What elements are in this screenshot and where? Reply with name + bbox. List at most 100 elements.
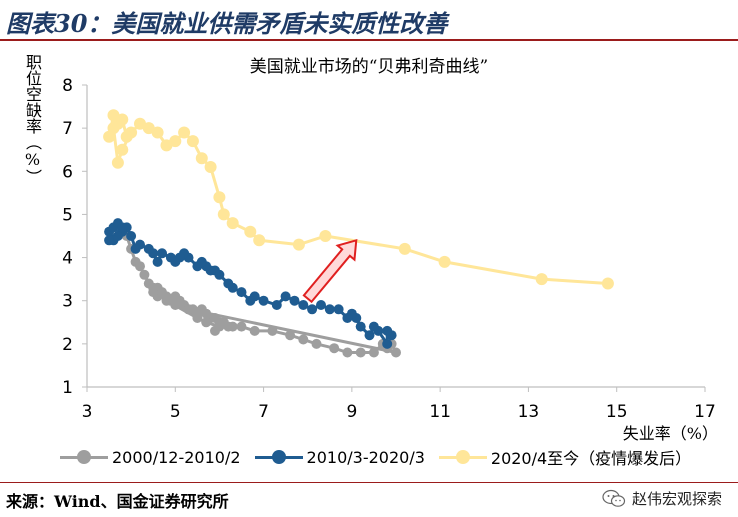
red-arrow	[302, 238, 358, 304]
data-point	[117, 222, 128, 233]
legend-item-series-1: 2000/12-2010/2	[60, 448, 241, 467]
data-point	[355, 347, 366, 358]
chart-series	[103, 109, 614, 358]
y-tick-label: 7	[62, 119, 73, 139]
page-title: 图表30：美国就业供需矛盾未实质性改善	[6, 9, 448, 38]
data-point	[398, 242, 411, 255]
data-point	[438, 255, 451, 268]
data-point	[319, 230, 332, 242]
legend-label-series-2: 2010/3-2020/3	[306, 447, 425, 467]
data-point	[535, 273, 548, 286]
footer-divider	[0, 482, 738, 483]
wechat-icon	[602, 489, 626, 507]
x-tick-label: 3	[82, 402, 93, 422]
chart-legend: 2000/12-2010/2 2010/3-2020/3 2020/4至今（疫情…	[60, 446, 691, 468]
y-axis-label: 职位空缺率（%）	[23, 54, 42, 185]
data-point	[210, 325, 220, 336]
data-point	[267, 325, 278, 336]
data-point	[236, 287, 247, 298]
data-point	[298, 300, 309, 310]
watermark-text: 赵伟宏观探索	[631, 490, 722, 508]
data-point	[285, 330, 296, 341]
data-point	[391, 347, 401, 358]
data-point	[382, 338, 393, 349]
data-point	[355, 321, 366, 332]
arrow-shape	[302, 238, 358, 304]
legend-item-series-2: 2010/3-2020/3	[254, 447, 425, 467]
legend-swatch-series-3	[438, 450, 487, 464]
data-point	[103, 130, 116, 143]
data-point	[324, 304, 335, 315]
data-point	[126, 231, 137, 241]
chart-annotations	[302, 238, 358, 304]
data-point	[116, 113, 129, 126]
legend-item-series-3: 2020/4至今（疫情爆发后）	[438, 445, 692, 469]
x-tick-label: 5	[170, 402, 181, 422]
title-divider	[0, 39, 738, 41]
data-point	[160, 139, 173, 152]
data-point	[368, 347, 379, 358]
y-tick-label: 1	[62, 378, 73, 398]
legend-swatch-series-1	[60, 450, 108, 464]
data-point	[170, 300, 181, 310]
data-point	[116, 143, 129, 156]
legend-label-series-3: 2020/4至今（疫情爆发后）	[490, 449, 692, 468]
y-tick-label: 8	[62, 76, 73, 96]
data-point	[342, 347, 353, 358]
data-point	[223, 278, 234, 289]
data-point	[236, 321, 247, 332]
data-point	[178, 126, 191, 139]
x-tick-label: 7	[258, 402, 269, 422]
data-point	[111, 156, 124, 169]
data-point	[213, 191, 226, 204]
data-point	[382, 325, 393, 336]
data-point	[186, 135, 199, 148]
data-point	[161, 295, 172, 306]
x-tick-label: 17	[694, 402, 716, 422]
legend-label-series-1: 2000/12-2010/2	[112, 447, 241, 467]
data-point	[292, 238, 305, 251]
data-point	[342, 313, 353, 323]
source-note: 来源：Wind、国金证券研究所	[6, 492, 229, 511]
data-point	[311, 338, 322, 349]
series-3	[103, 109, 614, 290]
data-point	[227, 321, 238, 332]
chart-title: 美国就业市场的“贝弗利奇曲线”	[249, 57, 489, 77]
data-point	[316, 300, 326, 310]
data-point	[280, 291, 291, 302]
chart-axes: 1 2 3 4 5 6 7 8 3 5 7 9 11 13 15 17	[62, 76, 716, 422]
data-point	[130, 243, 141, 254]
beveridge-curve-chart: 1 2 3 4 5 6 7 8 3 5 7 9 11 13 15 17	[62, 76, 716, 422]
data-point	[139, 269, 150, 280]
series-2	[104, 218, 397, 349]
data-point	[289, 295, 300, 306]
data-point	[143, 243, 154, 254]
data-point	[364, 330, 375, 341]
data-point	[258, 295, 269, 306]
data-point	[601, 277, 614, 290]
data-point	[195, 152, 208, 165]
data-point	[217, 208, 230, 221]
data-point	[244, 225, 257, 238]
data-point	[165, 252, 176, 263]
x-tick-label: 13	[518, 402, 540, 422]
data-point	[192, 313, 203, 323]
data-point	[333, 304, 344, 315]
data-point	[307, 304, 318, 315]
data-point	[368, 321, 379, 332]
data-point	[157, 248, 167, 259]
watermark: 赵伟宏观探索	[602, 488, 722, 509]
data-point	[192, 261, 203, 272]
data-point	[134, 117, 146, 130]
data-point	[201, 317, 212, 328]
y-tick-label: 2	[62, 335, 73, 355]
data-point	[183, 304, 194, 315]
data-point	[135, 261, 145, 272]
data-point	[204, 161, 217, 173]
y-tick-label: 3	[62, 292, 73, 312]
legend-swatch-series-2	[254, 450, 303, 464]
data-point	[120, 130, 133, 143]
y-tick-label: 6	[62, 162, 73, 182]
data-point	[226, 217, 239, 230]
data-point	[298, 334, 309, 345]
